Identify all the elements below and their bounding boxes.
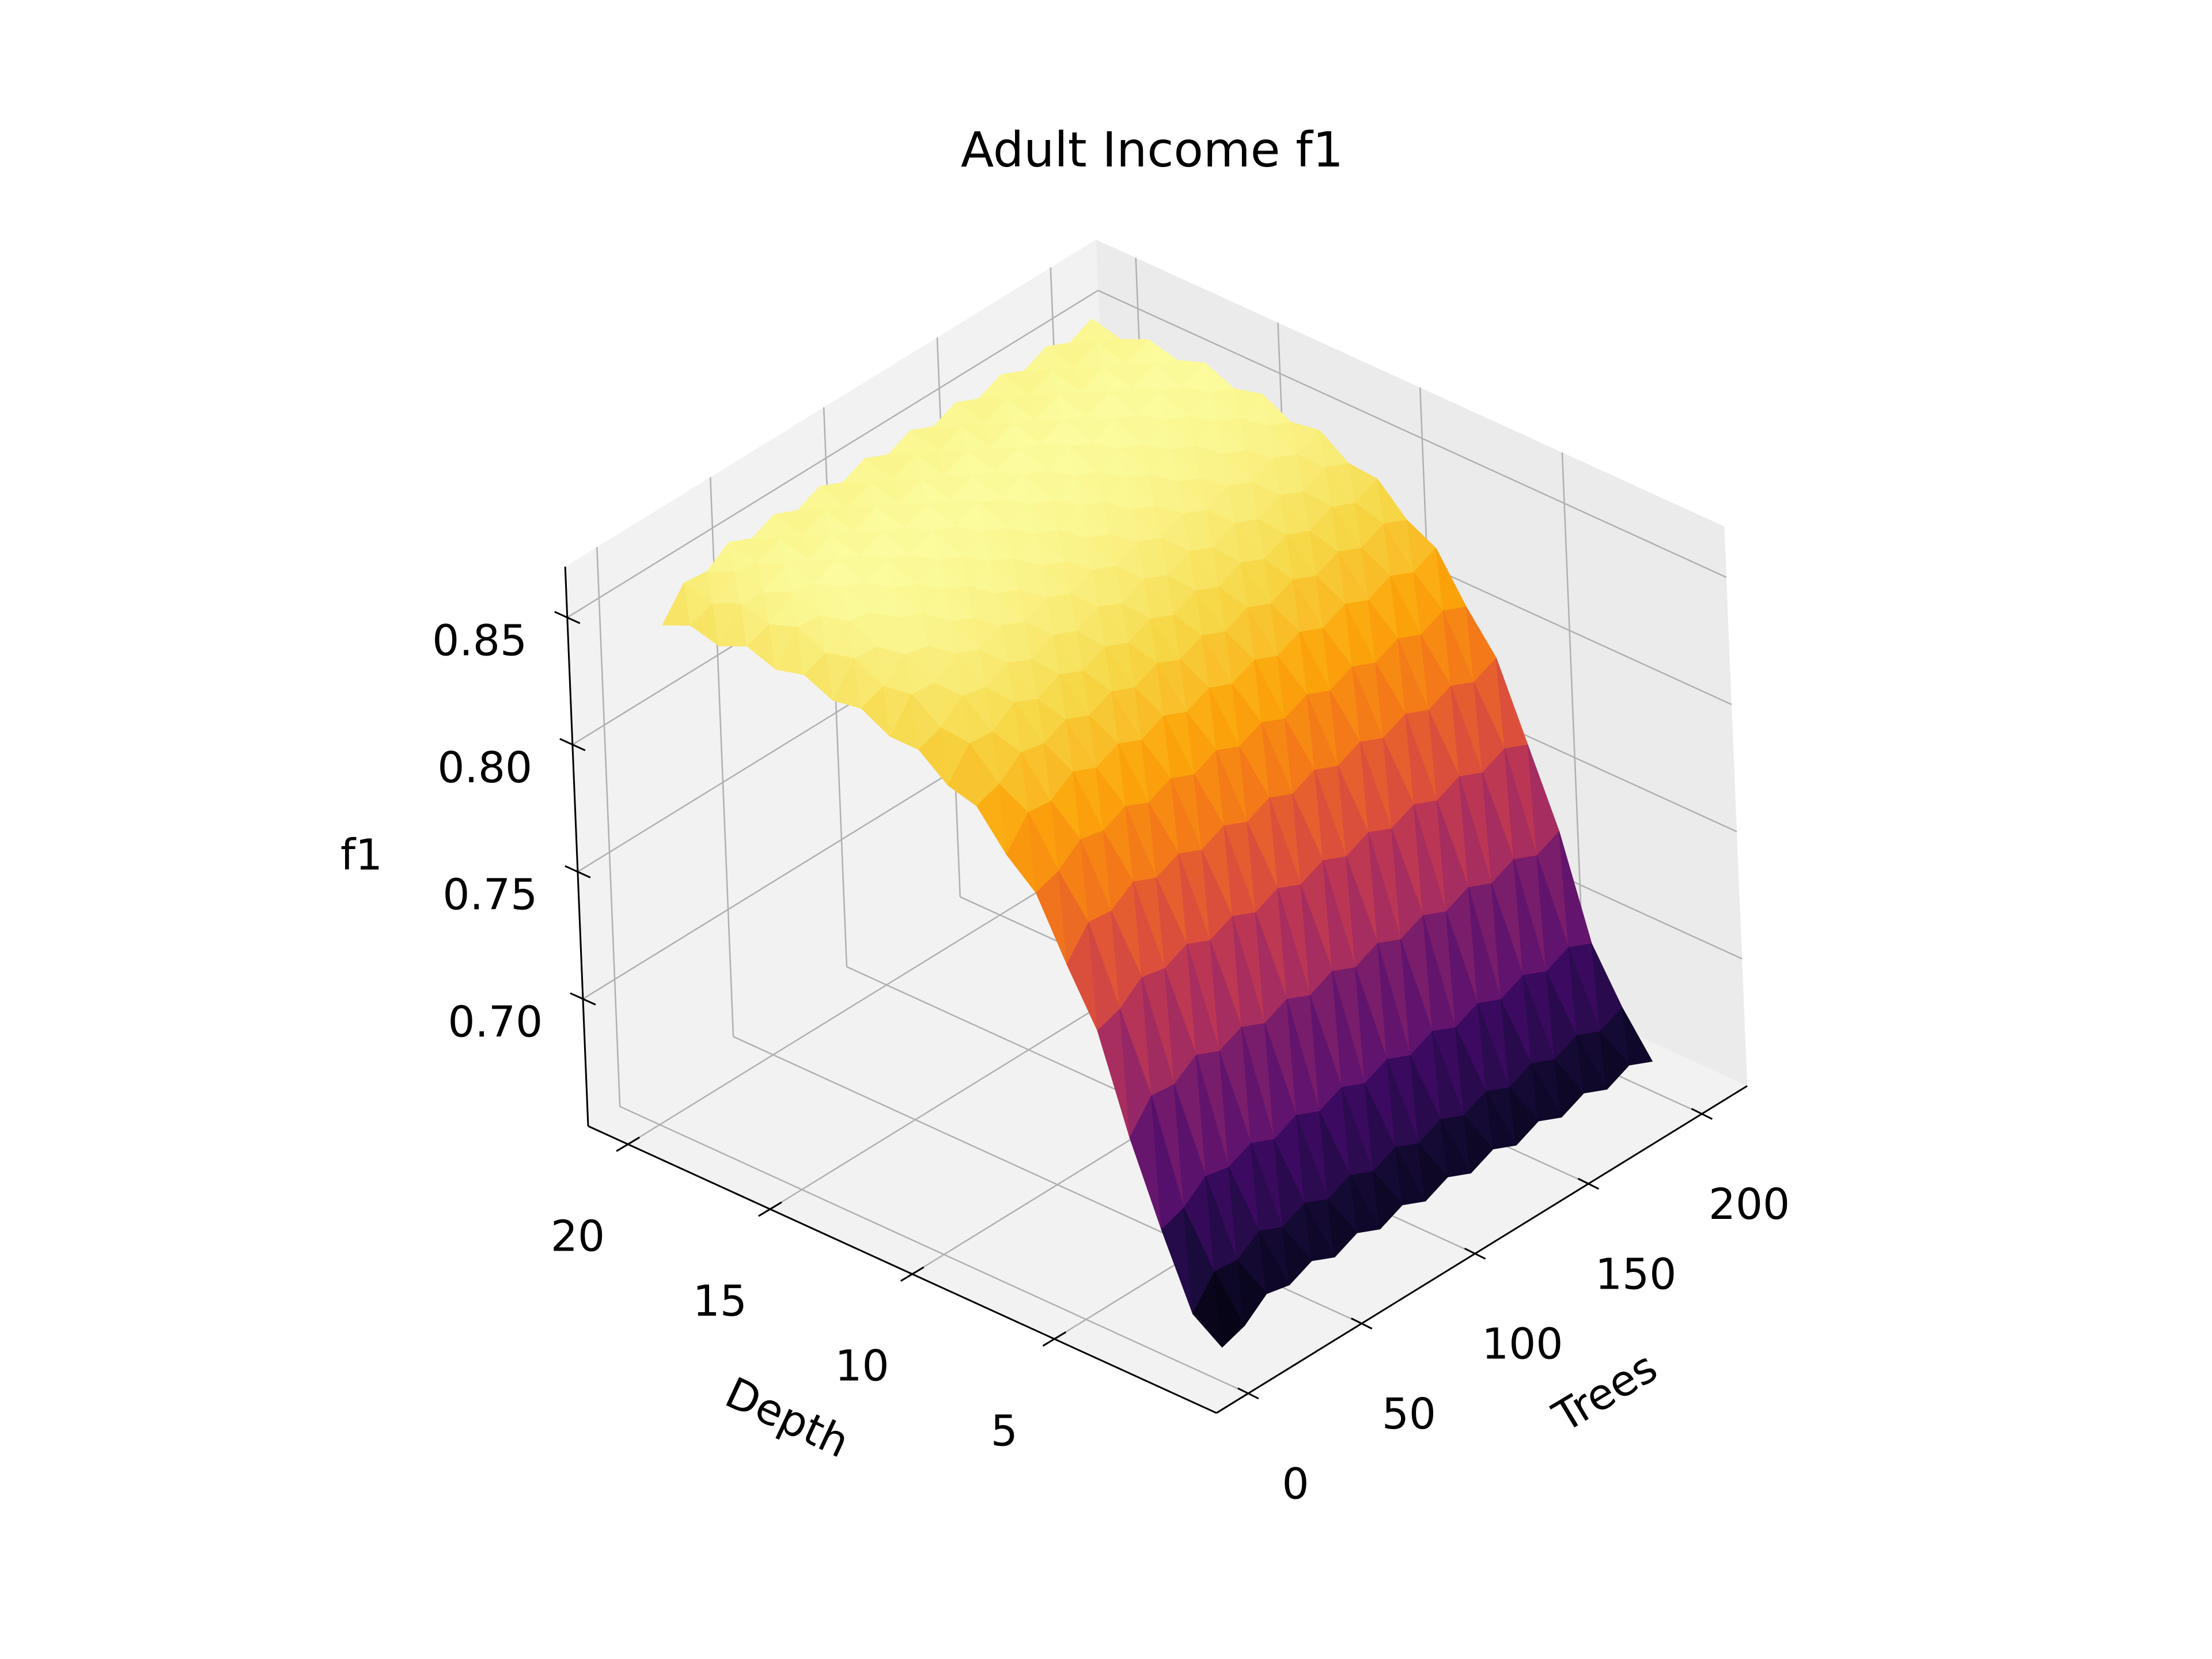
x-tick [1691, 1108, 1713, 1120]
surface-facet [1373, 1171, 1403, 1230]
surface-facet [1440, 1119, 1471, 1177]
z-tick-label: 0.70 [448, 997, 543, 1047]
surface-facet [1576, 1035, 1608, 1094]
surface-facet [1327, 1199, 1358, 1257]
x-tick [1464, 1247, 1486, 1260]
z-tick [570, 992, 596, 1006]
z-tick-label: 0.75 [442, 870, 537, 920]
x-tick-label: 200 [1709, 1180, 1790, 1229]
y-tick [900, 1266, 925, 1282]
x-tick [1351, 1317, 1373, 1330]
grid-line [596, 547, 621, 1107]
axis-line [564, 566, 589, 1126]
z-tick-label: 0.80 [437, 743, 532, 793]
surface-facet [1282, 1227, 1312, 1286]
surface-facet [1486, 1091, 1517, 1150]
surface-facet [1463, 1115, 1494, 1174]
x-tick [1237, 1387, 1259, 1400]
surface-facet [1259, 1230, 1290, 1294]
z-tick [554, 611, 581, 624]
surface-facet [1622, 1007, 1653, 1066]
y-tick-label: 10 [835, 1342, 889, 1391]
axis-line [588, 1125, 1217, 1414]
x-tick-label: 50 [1382, 1389, 1436, 1439]
surface-facet [1350, 1175, 1381, 1233]
surface-facet [1418, 1143, 1448, 1202]
surface-facet [1304, 1203, 1335, 1262]
surface-facet [1531, 1063, 1562, 1122]
surface-facet [1599, 1031, 1630, 1090]
y-tick [1042, 1331, 1067, 1347]
grid-line [619, 1105, 1249, 1395]
x-tick-label: 0 [1282, 1459, 1309, 1509]
z-tick-label: 0.85 [432, 616, 527, 665]
axis-line [1215, 1085, 1748, 1414]
x-tick [1577, 1177, 1600, 1190]
z-tick [559, 738, 586, 752]
grid-line [1097, 290, 1727, 578]
surface-facet [1214, 1271, 1245, 1348]
y-tick [758, 1201, 782, 1217]
y-tick [616, 1137, 640, 1152]
surface-facet [1554, 1059, 1585, 1118]
chart-title: Adult Income f1 [961, 122, 1343, 178]
surface-facet [1509, 1087, 1539, 1146]
surface-facet [1395, 1147, 1426, 1206]
y-tick-label: 15 [693, 1277, 747, 1326]
x-tick-label: 100 [1482, 1320, 1563, 1369]
y-tick-label: 20 [551, 1211, 605, 1261]
grid-line [567, 290, 1099, 619]
z-axis-label: f1 [340, 831, 382, 880]
surface-facet [1237, 1260, 1267, 1326]
z-tick [565, 865, 591, 878]
y-tick-label: 5 [991, 1406, 1018, 1456]
x-tick-label: 150 [1595, 1249, 1676, 1299]
